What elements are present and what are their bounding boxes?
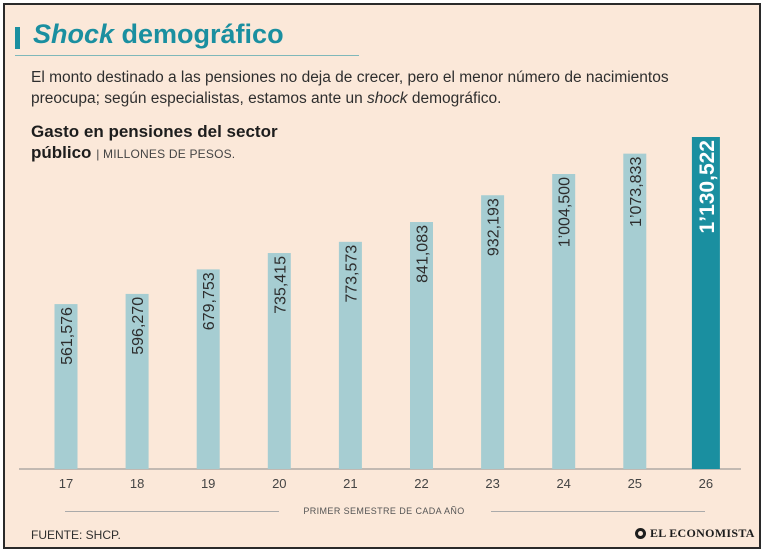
bar-24 xyxy=(552,174,576,469)
chart-title-line1: Gasto en pensiones del sector xyxy=(31,122,278,141)
tick-label-17: 17 xyxy=(59,476,73,491)
brand: EL ECONOMISTA xyxy=(635,526,755,541)
tick-label-25: 25 xyxy=(628,476,642,491)
value-label-23: 932,193 xyxy=(486,198,503,256)
xlabel-rule-right xyxy=(491,511,705,512)
description-text: El monto destinado a las pensiones no de… xyxy=(31,69,669,107)
infographic-frame: Shock demográfico El monto destinado a l… xyxy=(3,3,761,549)
circle-logo-icon xyxy=(635,528,646,539)
page-title: Shock demográfico xyxy=(33,19,284,50)
tick-label-24: 24 xyxy=(556,476,570,491)
value-label-20: 735,415 xyxy=(272,256,289,314)
value-label-22: 841,083 xyxy=(415,225,432,283)
bar-chart: 561,576 17 596,270 18 679,753 19 735,415 20 773,… xyxy=(19,137,741,491)
source-note: FUENTE: SHCP. xyxy=(31,528,121,542)
tick-label-18: 18 xyxy=(130,476,144,491)
bar-18 xyxy=(125,293,149,469)
tick-label-21: 21 xyxy=(343,476,357,491)
chart-title: Gasto en pensiones del sector público | M… xyxy=(31,121,278,165)
bar-25 xyxy=(623,153,647,470)
bar-26 xyxy=(691,137,720,469)
tick-label-20: 20 xyxy=(272,476,286,491)
value-label-18: 596,270 xyxy=(130,297,147,355)
title-rest: demográfico xyxy=(114,19,284,49)
xlabel-rule-left xyxy=(65,511,279,512)
bar-19 xyxy=(196,269,220,469)
tick-label-23: 23 xyxy=(485,476,499,491)
title-accent-bar xyxy=(15,27,20,49)
value-label-17: 561,576 xyxy=(59,307,76,365)
x-axis-title: PRIMER SEMESTRE DE CADA AÑO xyxy=(303,506,465,516)
value-label-26: 1’130,522 xyxy=(696,140,719,233)
tick-label-22: 22 xyxy=(414,476,428,491)
bar-20 xyxy=(267,253,291,469)
value-label-19: 679,753 xyxy=(201,272,218,330)
bar-23 xyxy=(481,195,505,469)
chart-title-line2: público xyxy=(31,143,92,162)
value-label-24: 1’004,500 xyxy=(557,177,574,247)
bar-21 xyxy=(338,241,362,469)
description-italic: shock xyxy=(367,90,408,107)
value-label-21: 773,573 xyxy=(343,245,360,303)
description: El monto destinado a las pensiones no de… xyxy=(31,67,731,109)
title-underline xyxy=(15,55,359,56)
value-label-25: 1’073,833 xyxy=(628,157,645,227)
chart-unit-label: | MILLONES DE PESOS. xyxy=(96,147,236,161)
title-italic: Shock xyxy=(33,19,115,49)
description-end: demográfico. xyxy=(407,90,502,107)
bar-17 xyxy=(54,304,78,469)
brand-name: EL ECONOMISTA xyxy=(650,526,755,540)
bar-22 xyxy=(410,221,433,469)
tick-label-26: 26 xyxy=(699,476,713,491)
tick-label-19: 19 xyxy=(201,476,215,491)
